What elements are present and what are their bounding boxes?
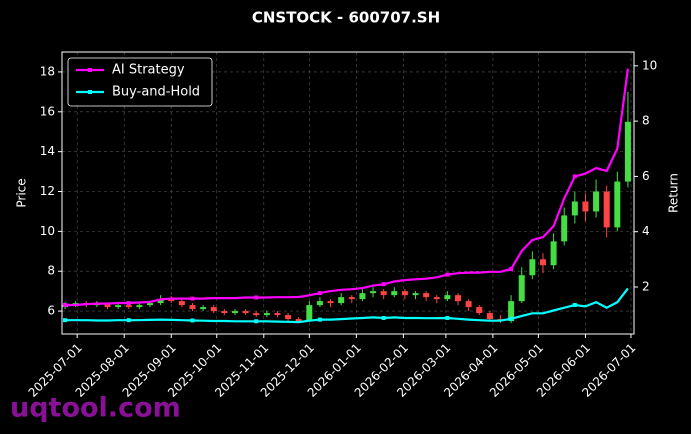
y-tick-label: 12 — [40, 184, 55, 198]
y-tick-label: 10 — [40, 224, 55, 238]
candle-body — [231, 311, 238, 314]
candle-body — [401, 291, 408, 296]
candle-body — [593, 191, 600, 212]
y2-tick-label: 4 — [642, 224, 650, 238]
candle-body — [518, 275, 525, 302]
y2-tick-label: 6 — [642, 169, 650, 183]
candle-body — [189, 305, 196, 310]
y-tick-label: 18 — [40, 64, 55, 78]
candle-body — [582, 201, 589, 212]
series-marker — [254, 295, 259, 300]
candle-body — [370, 291, 377, 294]
candle-body — [136, 305, 143, 308]
legend-label: Buy-and-Hold — [112, 85, 200, 100]
candle-body — [614, 181, 621, 228]
y2-tick-label: 10 — [642, 58, 657, 72]
candle-body — [465, 301, 472, 308]
series-marker — [317, 317, 322, 322]
candle-body — [455, 295, 461, 302]
candle-body — [539, 259, 546, 266]
legend-marker — [88, 68, 92, 72]
series-marker — [317, 291, 322, 296]
candle-body — [476, 307, 483, 314]
candle-body — [200, 307, 207, 310]
candle-body — [338, 297, 345, 304]
series-marker — [445, 315, 450, 320]
candle-body — [263, 313, 270, 316]
candle-body — [104, 303, 111, 308]
series-marker — [126, 318, 131, 323]
series-marker — [572, 174, 577, 179]
candle-body — [412, 293, 419, 296]
y-axis-label: Price — [15, 178, 29, 207]
series-marker — [63, 302, 68, 307]
series-marker — [190, 296, 195, 301]
candle-body — [115, 305, 122, 308]
candle-body — [561, 215, 568, 242]
candle-body — [624, 121, 631, 182]
series-marker — [254, 319, 259, 324]
series-marker — [509, 316, 514, 321]
candle-body — [157, 299, 164, 304]
candle-body — [423, 293, 430, 298]
candle-body — [529, 259, 536, 276]
plot-frame — [61, 51, 635, 335]
candle-body — [444, 295, 451, 300]
legend-marker — [88, 90, 92, 94]
series-marker — [572, 302, 577, 307]
series-line — [65, 68, 629, 307]
series-marker — [445, 272, 450, 277]
candle-body — [221, 311, 228, 314]
candle-body — [253, 313, 260, 316]
series-line — [65, 287, 629, 324]
series-marker — [126, 301, 131, 306]
candle-body — [316, 301, 323, 306]
candle-body — [603, 191, 610, 228]
series-marker — [63, 318, 68, 323]
candle-body — [178, 301, 185, 306]
candle-body — [486, 313, 493, 320]
y2-axis-label: Return — [667, 173, 681, 213]
candle-body — [348, 297, 355, 300]
y2-tick-label: 8 — [642, 114, 650, 128]
candle-body — [285, 315, 292, 320]
series-marker — [381, 315, 386, 320]
candle-body — [274, 313, 281, 316]
candle-body — [571, 201, 578, 216]
series-marker — [190, 318, 195, 323]
candle-body — [550, 241, 557, 266]
legend-label: AI Strategy — [112, 63, 185, 78]
candle-body — [327, 301, 334, 304]
y-tick-label: 14 — [40, 144, 55, 158]
candle-body — [380, 291, 387, 296]
candle-body — [295, 319, 302, 322]
candle-body — [306, 305, 313, 322]
candle-body — [168, 299, 175, 302]
candle-body — [242, 311, 249, 314]
y-tick-label: 16 — [40, 104, 55, 118]
candle-body — [359, 293, 366, 300]
candle-body — [433, 297, 440, 300]
watermark: uqtool.com — [10, 393, 181, 424]
candle-body — [508, 301, 515, 322]
candle-body — [147, 303, 153, 306]
chart-title: CNSTOCK - 600707.SH — [252, 9, 440, 27]
candle-body — [210, 307, 217, 312]
y2-tick-label: 2 — [642, 280, 650, 294]
series-marker — [381, 282, 386, 287]
y-tick-label: 8 — [47, 264, 55, 278]
candle-body — [125, 305, 132, 308]
candle-body — [391, 291, 398, 296]
y-tick-label: 6 — [47, 304, 55, 318]
series-marker — [509, 267, 514, 272]
